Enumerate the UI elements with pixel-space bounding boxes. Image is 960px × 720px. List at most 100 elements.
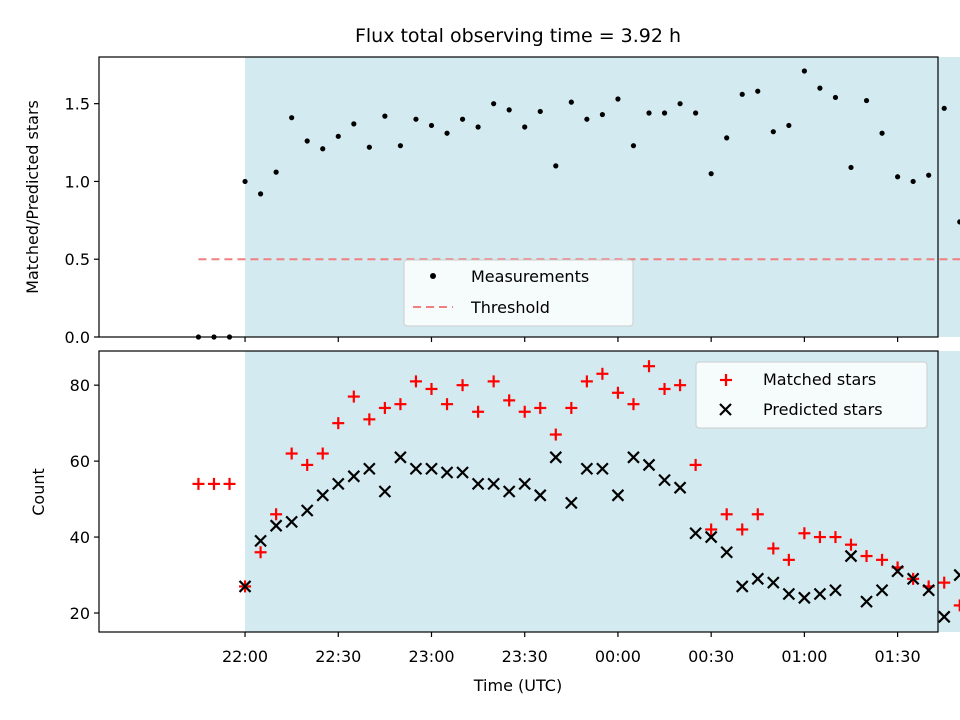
predicted-star-stroke-b (409, 462, 423, 475)
predicted-star-point (720, 545, 733, 559)
measurement-point (459, 116, 466, 122)
predicted-star-stroke-b (518, 477, 531, 491)
matched-star-point (643, 360, 656, 373)
measurement-point (863, 97, 870, 104)
matched-star-point (751, 508, 764, 521)
measurement-point (320, 146, 326, 152)
predicted-star-point (285, 515, 298, 529)
measurement-point (910, 178, 916, 185)
measurement-point (708, 171, 714, 177)
predicted-star-point (735, 580, 749, 593)
measurement-point (817, 85, 823, 91)
bottom-ytick-label: 20 (70, 604, 90, 623)
predicted-star-point (658, 473, 671, 487)
matched-star-point (705, 523, 718, 536)
predicted-star-stroke-b (378, 485, 392, 498)
matched-star-point (223, 477, 236, 490)
measurement-point (444, 130, 450, 136)
matched-star-point (347, 390, 360, 403)
predicted-star-stroke-b (658, 473, 671, 487)
measurement-point (289, 115, 295, 121)
measurement-point (801, 68, 807, 74)
predicted-star-stroke-b (440, 466, 454, 479)
matched-star-point (472, 405, 485, 418)
measurement-point (522, 124, 528, 130)
legend-marker-predicted (719, 403, 732, 416)
measurement-point (677, 101, 683, 107)
matched-star-point (767, 542, 780, 555)
predicted-star-point (580, 462, 594, 475)
matched-star-point (316, 447, 329, 460)
predicted-star-point (502, 485, 516, 498)
measurement-point (739, 91, 745, 97)
bottom-legend: Matched stars Predicted stars (695, 361, 928, 429)
predicted-star-point (518, 477, 531, 491)
matched-star-point (518, 405, 531, 418)
predicted-star-stroke-b (673, 481, 687, 494)
predicted-star-point (767, 576, 780, 589)
legend-label-threshold: Threshold (470, 298, 550, 317)
bottom-y-ticks: 20 40 60 80 (70, 376, 99, 623)
measurement-point (630, 143, 637, 149)
measurement-point (755, 88, 761, 94)
predicted-star-stroke-b (627, 451, 640, 464)
predicted-star-point (300, 504, 314, 517)
matched-star-point (565, 401, 578, 414)
predicted-star-stroke-b (425, 462, 438, 475)
predicted-star-point (829, 583, 842, 597)
measurement-point (351, 121, 357, 127)
legend-label-predicted: Predicted stars (763, 400, 883, 419)
predicted-star-stroke-b (300, 504, 314, 517)
matched-star-point (844, 538, 857, 551)
legend-label-measurements: Measurements (471, 267, 589, 286)
chart-title: Flux total observing time = 3.92 h (355, 25, 681, 47)
matched-star-point (736, 523, 749, 536)
predicted-star-point (394, 451, 407, 464)
top-legend: Measurements Threshold (403, 259, 634, 327)
top-panel: 0.0 0.5 1.0 1.5 Matched/Predicted stars Mea… (23, 56, 960, 347)
matched-star-point (938, 576, 951, 589)
measurement-point (770, 129, 776, 135)
matched-star-point (285, 447, 298, 460)
matched-star-point (798, 527, 811, 540)
predicted-star-point (471, 477, 485, 491)
predicted-star-point (906, 572, 920, 586)
measurement-point (491, 101, 497, 107)
measurement-point (475, 124, 481, 130)
measurement-point (257, 191, 264, 197)
top-ytick-label: 1.5 (65, 95, 90, 114)
x-axis-label: Time (UTC) (473, 676, 562, 695)
top-legend-box (403, 259, 634, 327)
predicted-star-stroke-b (611, 489, 625, 502)
measurement-point (397, 143, 404, 149)
matched-star-point (394, 398, 407, 411)
bottom-ytick-label: 60 (70, 452, 90, 471)
predicted-star-stroke-b (782, 587, 796, 601)
predicted-star-stroke-b (565, 496, 578, 510)
predicted-star-stroke-b (798, 591, 811, 605)
predicted-star-stroke-b (331, 477, 345, 491)
matched-star-point (363, 413, 376, 426)
matched-star-point (270, 508, 283, 521)
predicted-star-stroke-b (502, 485, 516, 498)
bottom-legend-box (695, 361, 928, 429)
bottom-xtick-label: 23:00 (408, 647, 454, 666)
predicted-star-stroke-b (704, 530, 718, 544)
measurement-point (413, 116, 419, 122)
predicted-star-stroke-b (238, 580, 252, 593)
measurement-point (599, 111, 606, 118)
predicted-star-point (891, 564, 904, 578)
bottom-xtick-label: 01:30 (875, 647, 921, 666)
matched-star-point (596, 367, 609, 380)
top-y-ticks: 0.0 0.5 1.0 1.5 (65, 95, 99, 347)
matched-star-point (207, 477, 220, 490)
measurement-point (335, 133, 341, 139)
predicted-star-stroke-b (347, 470, 361, 483)
measurement-point (895, 174, 901, 180)
matched-star-point (378, 401, 391, 414)
bottom-xtick-label: 22:30 (315, 647, 361, 666)
predicted-star-point (254, 534, 267, 548)
legend-marker-measurements (430, 273, 436, 279)
matched-star-point (876, 553, 889, 566)
predicted-star-stroke-b (860, 595, 873, 608)
